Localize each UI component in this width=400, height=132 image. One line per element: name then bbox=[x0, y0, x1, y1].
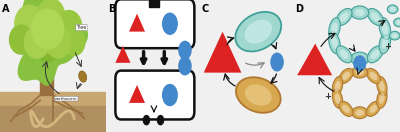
Ellipse shape bbox=[335, 81, 340, 91]
Ellipse shape bbox=[370, 72, 377, 80]
Ellipse shape bbox=[355, 55, 365, 62]
Ellipse shape bbox=[355, 9, 365, 16]
Ellipse shape bbox=[382, 37, 388, 49]
Ellipse shape bbox=[332, 89, 343, 108]
Ellipse shape bbox=[245, 84, 272, 106]
Ellipse shape bbox=[355, 109, 364, 116]
Polygon shape bbox=[116, 46, 130, 63]
Circle shape bbox=[19, 18, 40, 45]
Ellipse shape bbox=[379, 93, 385, 104]
Bar bbox=[0, 106, 106, 132]
Polygon shape bbox=[129, 85, 145, 103]
Circle shape bbox=[38, 38, 57, 62]
Ellipse shape bbox=[390, 7, 396, 12]
Polygon shape bbox=[297, 44, 332, 75]
Bar bbox=[0, 0, 106, 92]
Circle shape bbox=[353, 55, 366, 72]
Ellipse shape bbox=[244, 20, 272, 44]
Ellipse shape bbox=[379, 81, 385, 91]
Ellipse shape bbox=[371, 12, 380, 22]
Polygon shape bbox=[204, 32, 241, 73]
Ellipse shape bbox=[371, 50, 380, 59]
Circle shape bbox=[46, 26, 71, 58]
Ellipse shape bbox=[332, 77, 343, 96]
Ellipse shape bbox=[351, 52, 369, 65]
Circle shape bbox=[162, 13, 178, 35]
Ellipse shape bbox=[366, 101, 380, 116]
Ellipse shape bbox=[389, 31, 400, 40]
Ellipse shape bbox=[396, 20, 400, 25]
Ellipse shape bbox=[236, 77, 280, 113]
Circle shape bbox=[270, 53, 284, 72]
Ellipse shape bbox=[342, 72, 350, 80]
Ellipse shape bbox=[335, 93, 340, 104]
Circle shape bbox=[15, 5, 44, 42]
Circle shape bbox=[178, 56, 192, 76]
Ellipse shape bbox=[382, 23, 388, 34]
Ellipse shape bbox=[352, 66, 368, 78]
Circle shape bbox=[162, 84, 178, 106]
Circle shape bbox=[178, 41, 192, 60]
Text: Tree: Tree bbox=[76, 25, 86, 30]
Ellipse shape bbox=[379, 32, 391, 54]
Circle shape bbox=[56, 25, 75, 49]
Ellipse shape bbox=[366, 68, 380, 84]
Polygon shape bbox=[129, 14, 145, 32]
Text: C: C bbox=[202, 4, 209, 14]
Circle shape bbox=[10, 25, 33, 54]
Ellipse shape bbox=[340, 50, 348, 59]
Circle shape bbox=[157, 115, 164, 125]
Ellipse shape bbox=[340, 12, 348, 22]
Ellipse shape bbox=[235, 12, 281, 51]
Ellipse shape bbox=[367, 8, 383, 25]
Ellipse shape bbox=[352, 107, 368, 119]
Ellipse shape bbox=[79, 71, 87, 82]
Ellipse shape bbox=[370, 105, 377, 113]
Ellipse shape bbox=[392, 33, 398, 38]
Ellipse shape bbox=[339, 68, 353, 84]
Ellipse shape bbox=[331, 37, 338, 49]
Ellipse shape bbox=[377, 89, 387, 108]
Ellipse shape bbox=[387, 5, 398, 14]
Ellipse shape bbox=[379, 18, 391, 39]
Ellipse shape bbox=[394, 18, 400, 27]
Circle shape bbox=[37, 0, 65, 33]
Bar bbox=[149, 0, 159, 7]
Text: earthworm: earthworm bbox=[55, 97, 78, 101]
Ellipse shape bbox=[355, 69, 364, 75]
Text: B: B bbox=[108, 4, 115, 14]
Circle shape bbox=[64, 29, 85, 55]
Circle shape bbox=[143, 115, 150, 125]
Ellipse shape bbox=[336, 8, 352, 25]
Text: +: + bbox=[324, 92, 332, 101]
Ellipse shape bbox=[367, 46, 383, 63]
Circle shape bbox=[24, 26, 50, 58]
Text: D: D bbox=[295, 4, 303, 14]
FancyBboxPatch shape bbox=[116, 0, 194, 48]
FancyBboxPatch shape bbox=[116, 71, 194, 119]
Ellipse shape bbox=[377, 77, 387, 96]
Ellipse shape bbox=[351, 6, 369, 19]
Ellipse shape bbox=[329, 18, 340, 39]
Ellipse shape bbox=[331, 23, 338, 34]
Text: A: A bbox=[2, 4, 10, 14]
Bar bbox=[0, 92, 106, 132]
Ellipse shape bbox=[339, 101, 353, 116]
Polygon shape bbox=[18, 0, 88, 86]
Ellipse shape bbox=[329, 32, 340, 54]
Ellipse shape bbox=[342, 105, 350, 113]
Bar bbox=[40, 55, 53, 95]
Ellipse shape bbox=[336, 46, 352, 63]
Text: +: + bbox=[384, 42, 391, 51]
Circle shape bbox=[32, 9, 64, 49]
Circle shape bbox=[56, 11, 82, 42]
